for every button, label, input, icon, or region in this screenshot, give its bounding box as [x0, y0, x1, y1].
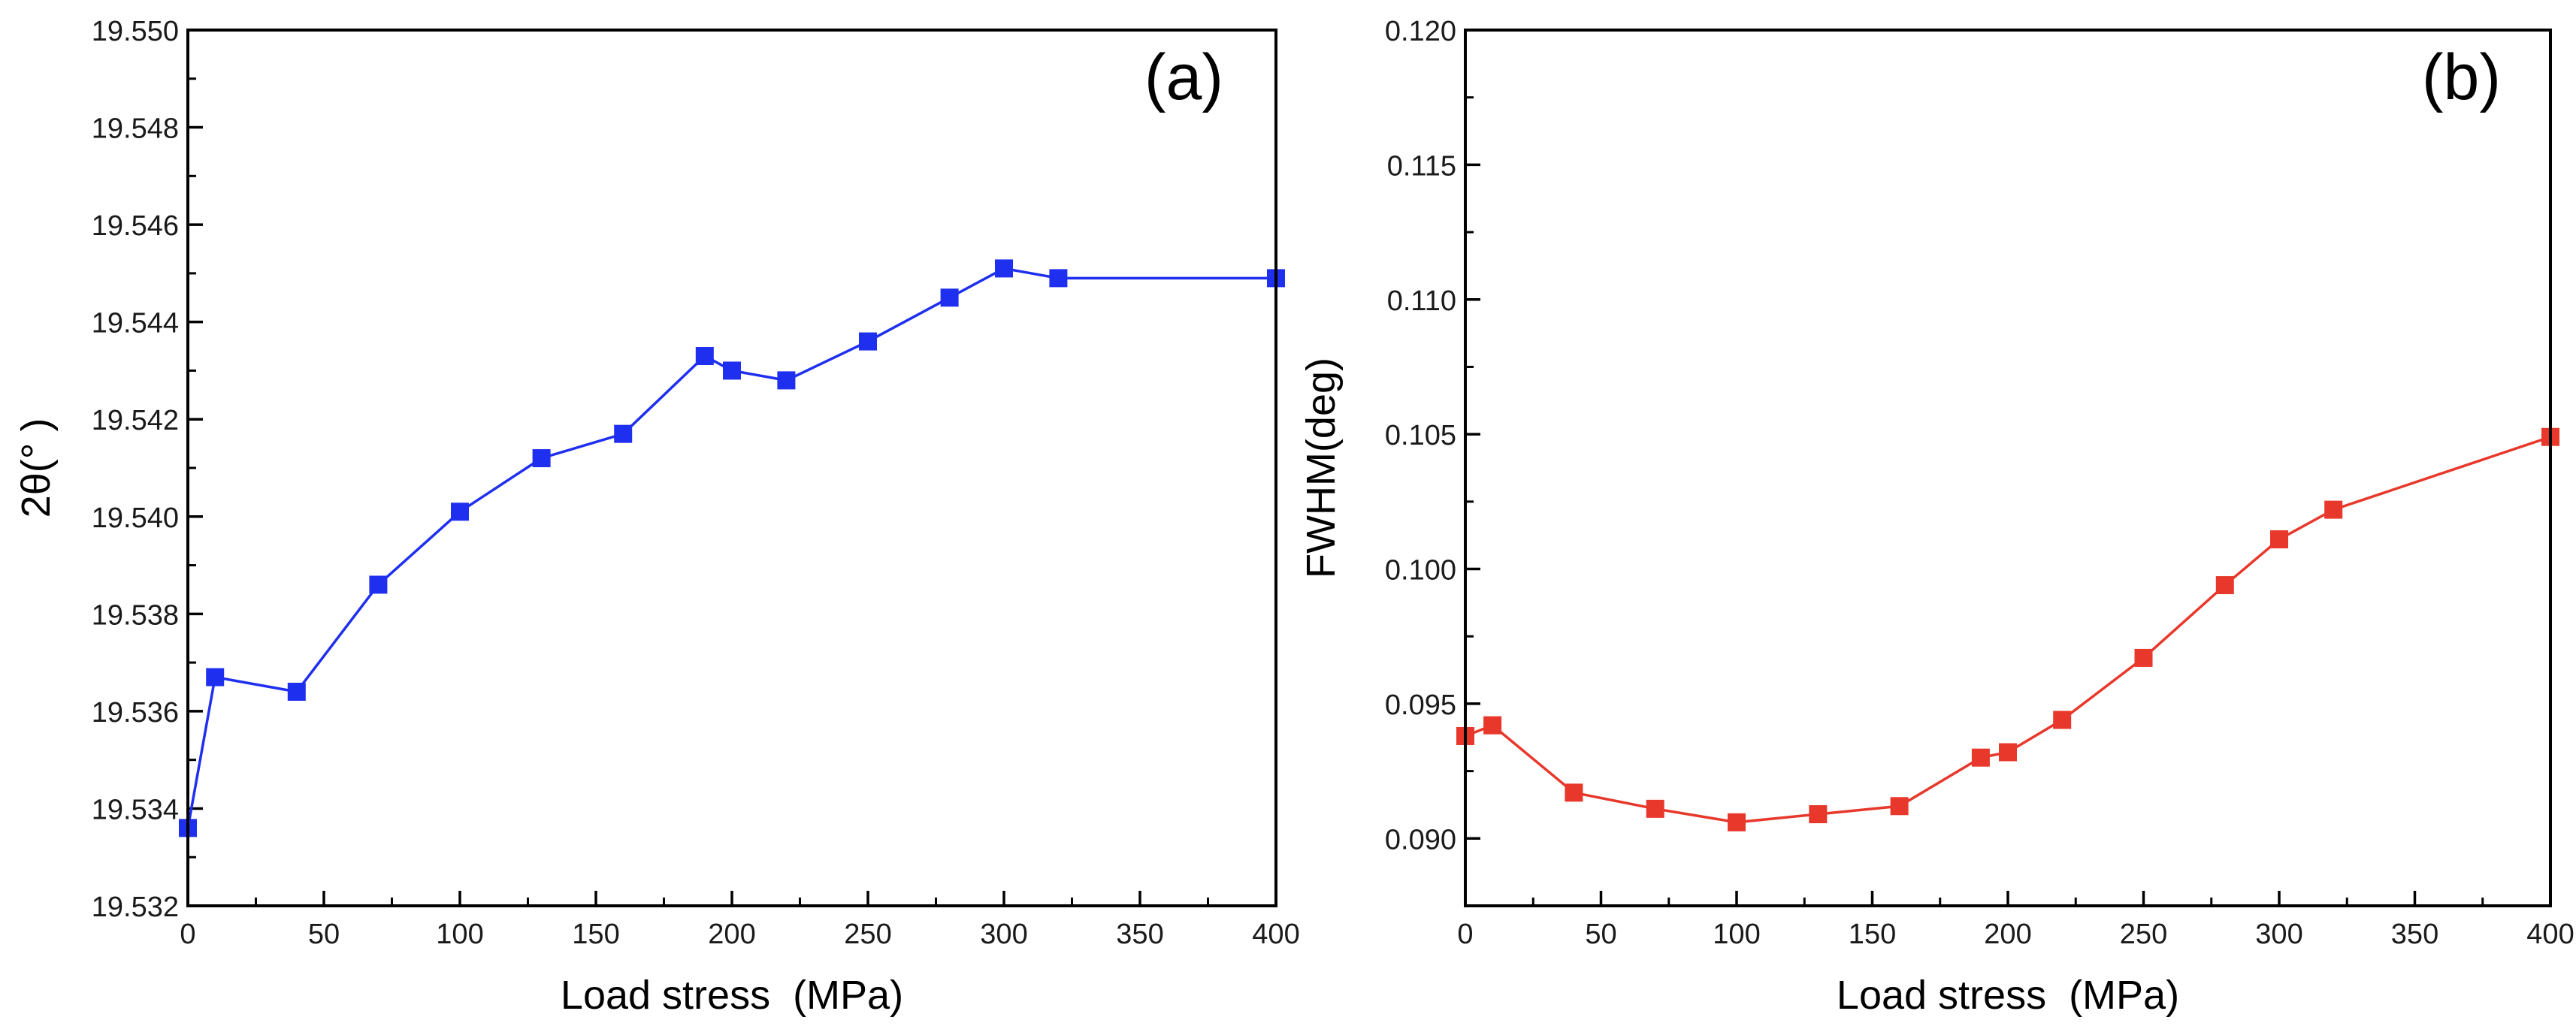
panel-b-data-point	[2053, 711, 2072, 729]
panel-a-data-point	[206, 668, 225, 687]
panel-b-data-point	[1809, 805, 1828, 824]
panel-b-x-axis-title: Load stress (MPa)	[1837, 973, 2179, 1018]
panel-a-data-point	[1049, 269, 1068, 288]
panel-a-data-point	[695, 347, 714, 366]
panel-a-y-tick-label: 19.546	[92, 210, 179, 242]
panel-a-x-tick-label: 0	[180, 919, 195, 950]
panel-a-data-point	[723, 361, 741, 380]
panel-b-y-tick-label: 0.100	[1385, 555, 1456, 587]
panel-b-x-tick-label: 350	[2391, 919, 2438, 950]
panel-b-y-axis-title: FWHM(deg)	[1299, 358, 1344, 578]
panel-b-data-point	[1971, 748, 1990, 767]
panel-a-x-axis-title: Load stress (MPa)	[561, 973, 903, 1018]
panel-a-x-tick-label: 100	[436, 919, 483, 950]
panel-a-data-point	[614, 424, 633, 443]
panel-b-x-tick-label: 400	[2526, 919, 2574, 950]
panel-a-x-tick-label: 200	[708, 919, 755, 950]
panel-a-y-tick-label: 19.532	[92, 892, 179, 923]
panel-b-data-point	[1728, 813, 1746, 831]
panel-a-x-tick-label: 350	[1116, 919, 1163, 950]
panel-a-y-tick-label: 19.544	[92, 308, 179, 339]
panel-a-y-tick-label: 19.538	[92, 599, 179, 631]
panel-a-marks: 0 50 100 150 200 250 300 350 400 19.532 19.534 19.5…	[92, 16, 1300, 950]
panel-b-x-tick-label: 200	[1984, 919, 2031, 950]
panel-b-data-point	[2134, 648, 2153, 667]
panel-a-y-tick-label: 19.542	[92, 405, 179, 436]
panel-a-y-tick-label: 19.534	[92, 794, 179, 825]
panel-b-data-point	[1483, 716, 1502, 735]
panel-b-label: (b)	[2422, 41, 2501, 113]
panel-a-data-point	[287, 682, 306, 701]
panel-b-plot-frame	[1464, 29, 2552, 907]
panel-b-y-tick-label: 0.110	[1387, 285, 1456, 317]
panel-a-x-tick-label: 150	[572, 919, 619, 950]
panel-b-data-point	[2324, 500, 2343, 519]
panel-b-data-point	[1999, 743, 2017, 762]
panel-a-y-tick-label: 19.536	[92, 697, 179, 729]
panel-a-y-tick-label: 19.540	[92, 502, 179, 534]
panel-b-y-tick-label: 0.090	[1385, 824, 1456, 856]
panel-b-data-point	[2270, 530, 2288, 549]
panel-a-label: (a)	[1144, 41, 1223, 113]
panel-b-chart: 0 50 100 150 200 250 300 350 400 0.090 0.095 0.100 0…	[1299, 16, 2574, 1018]
panel-a-y-tick-label: 19.550	[92, 16, 179, 47]
panel-a-x-tick-label: 250	[844, 919, 891, 950]
panel-b-y-tick-label: 0.115	[1387, 150, 1456, 182]
panel-b-x-tick-label: 250	[2120, 919, 2167, 950]
panel-a-x-tick-label: 300	[980, 919, 1027, 950]
panel-a-data-point	[532, 449, 551, 468]
panel-b-y-tick-label: 0.095	[1385, 690, 1456, 721]
panel-a-y-axis-title: 2θ(° )	[14, 418, 59, 518]
panel-b-x-tick-label: 50	[1585, 919, 1616, 950]
panel-a-data-point	[859, 332, 877, 351]
panel-b-data-point	[2215, 576, 2234, 595]
panel-a-y-tick-label: 19.548	[92, 113, 179, 145]
panel-a-x-tick-label: 50	[308, 919, 340, 950]
panel-a-x-tick-label: 400	[1252, 919, 1299, 950]
panel-b-x-tick-label: 300	[2255, 919, 2302, 950]
panel-a-plot-frame	[186, 29, 1277, 907]
panel-a-data-point	[777, 371, 796, 390]
panel-b-data-point	[1646, 799, 1664, 818]
panel-b-x-tick-label: 0	[1457, 919, 1473, 950]
panel-b-y-tick-label: 0.120	[1385, 16, 1456, 47]
panel-b-y-tick-label: 0.105	[1385, 420, 1456, 451]
panel-b-x-tick-label: 150	[1849, 919, 1896, 950]
panel-a-data-point	[995, 259, 1013, 278]
panel-a-data-point	[369, 575, 388, 594]
panel-b-data-point	[1565, 783, 1583, 802]
panel-b-x-tick-label: 100	[1713, 919, 1760, 950]
panel-a-data-point	[940, 288, 959, 307]
panel-a-chart: 0 50 100 150 200 250 300 350 400 19.532 19.534 19.5…	[14, 16, 1300, 1018]
panel-a-data-point	[451, 502, 469, 521]
panel-b-data-point	[1890, 797, 1909, 816]
